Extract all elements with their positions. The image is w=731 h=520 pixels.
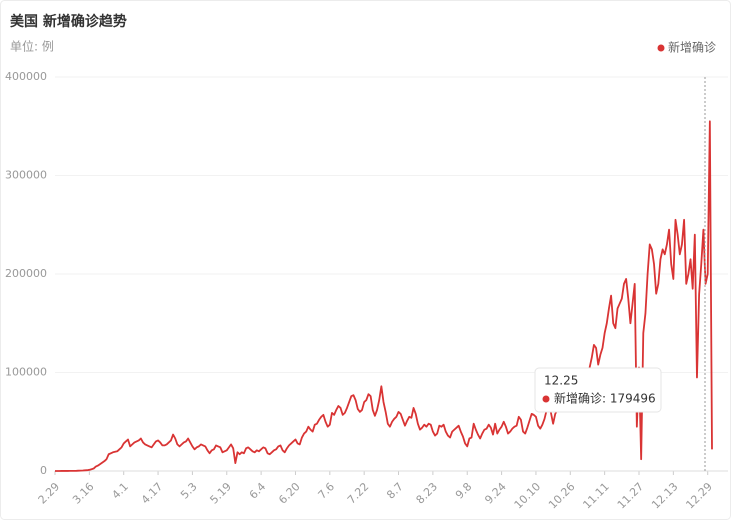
tooltip-title: 12.25 <box>544 374 578 388</box>
chart-subtitle: 单位: 例 <box>10 39 54 54</box>
tooltip-box <box>534 367 662 413</box>
tooltip-text: 新增确诊: 179496 <box>554 391 656 406</box>
y-tick-label: 300000 <box>5 169 47 182</box>
y-tick-label: 100000 <box>5 366 47 379</box>
tooltip: 12.25 新增确诊: 179496 <box>534 367 662 413</box>
y-tick-label: 200000 <box>5 267 47 280</box>
y-tick-label: 0 <box>40 464 47 477</box>
tooltip-marker <box>542 395 550 403</box>
legend-label: 新增确诊 <box>668 40 716 55</box>
y-tick-label: 400000 <box>5 70 47 83</box>
data-line <box>54 120 713 472</box>
chart-title: 美国 新增确诊趋势 <box>10 13 127 30</box>
legend-marker <box>657 44 665 52</box>
